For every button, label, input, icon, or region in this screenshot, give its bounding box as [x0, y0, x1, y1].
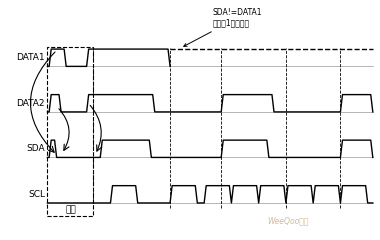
- Text: SDA!=DATA1
主节点1退出竞争: SDA!=DATA1 主节点1退出竞争: [184, 8, 262, 46]
- Text: DATA1: DATA1: [16, 53, 45, 62]
- Text: WeeQoo推库: WeeQoo推库: [267, 216, 309, 225]
- Text: SDA: SDA: [27, 144, 45, 153]
- Bar: [48, 47, 93, 216]
- Text: DATA2: DATA2: [17, 99, 45, 108]
- Text: 起始: 起始: [65, 205, 76, 214]
- Text: SCL: SCL: [28, 190, 45, 199]
